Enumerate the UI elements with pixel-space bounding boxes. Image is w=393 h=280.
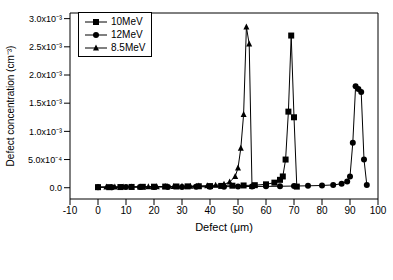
svg-text:40: 40 bbox=[204, 205, 216, 216]
svg-text:20: 20 bbox=[148, 205, 160, 216]
svg-text:50: 50 bbox=[232, 205, 244, 216]
svg-text:Defect (μm): Defect (μm) bbox=[195, 221, 253, 233]
html-text:10MeV: 10MeV bbox=[111, 16, 143, 27]
html-text:12MeV: 12MeV bbox=[111, 29, 143, 40]
svg-text:70: 70 bbox=[288, 205, 300, 216]
svg-text:0: 0 bbox=[95, 205, 101, 216]
html-text:8.5MeV: 8.5MeV bbox=[111, 42, 146, 53]
svg-text:2.5x10⁻³: 2.5x10⁻³ bbox=[29, 42, 62, 52]
svg-text:3.0x10⁻³: 3.0x10⁻³ bbox=[29, 14, 62, 24]
svg-text:1.5x10⁻³: 1.5x10⁻³ bbox=[29, 98, 62, 108]
svg-text:30: 30 bbox=[176, 205, 188, 216]
svg-text:2.0x10⁻³: 2.0x10⁻³ bbox=[29, 70, 62, 80]
svg-text:100: 100 bbox=[370, 205, 385, 216]
svg-text:60: 60 bbox=[260, 205, 272, 216]
svg-text:-10: -10 bbox=[63, 205, 78, 216]
svg-text:1.0x10⁻³: 1.0x10⁻³ bbox=[29, 127, 62, 137]
svg-text:0.0: 0.0 bbox=[49, 183, 62, 193]
svg-text:80: 80 bbox=[316, 205, 328, 216]
svg-text:10: 10 bbox=[120, 205, 132, 216]
svg-text:90: 90 bbox=[344, 205, 356, 216]
svg-text:Defect concentration (cm⁻³): Defect concentration (cm⁻³) bbox=[8, 46, 16, 167]
svg-text:5.0x10⁻⁴: 5.0x10⁻⁴ bbox=[28, 155, 62, 165]
